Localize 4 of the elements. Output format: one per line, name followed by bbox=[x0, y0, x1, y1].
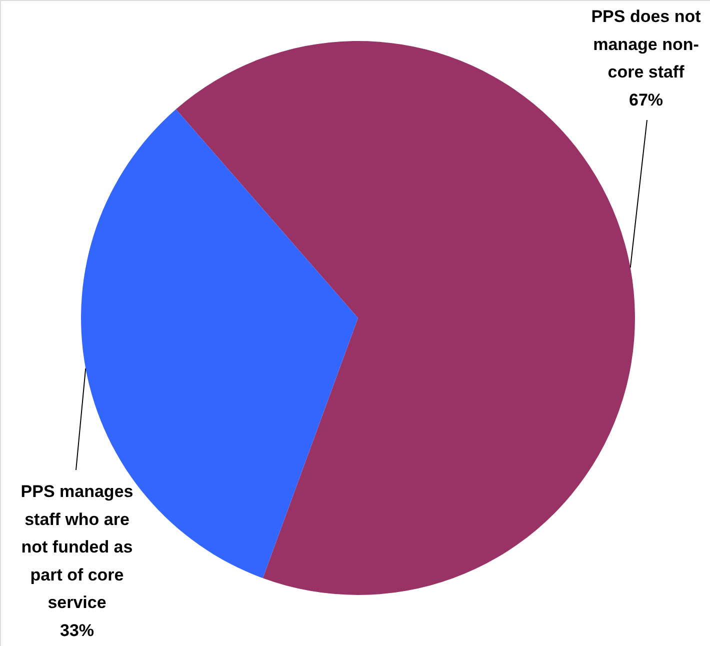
slice-label: PPS does not manage non-core staff bbox=[591, 7, 702, 82]
data-label: 67% bbox=[628, 90, 664, 110]
slice-label: PPS manages staff who are not funded as part of core service bbox=[20, 482, 134, 612]
data-label: 33% bbox=[60, 621, 94, 640]
